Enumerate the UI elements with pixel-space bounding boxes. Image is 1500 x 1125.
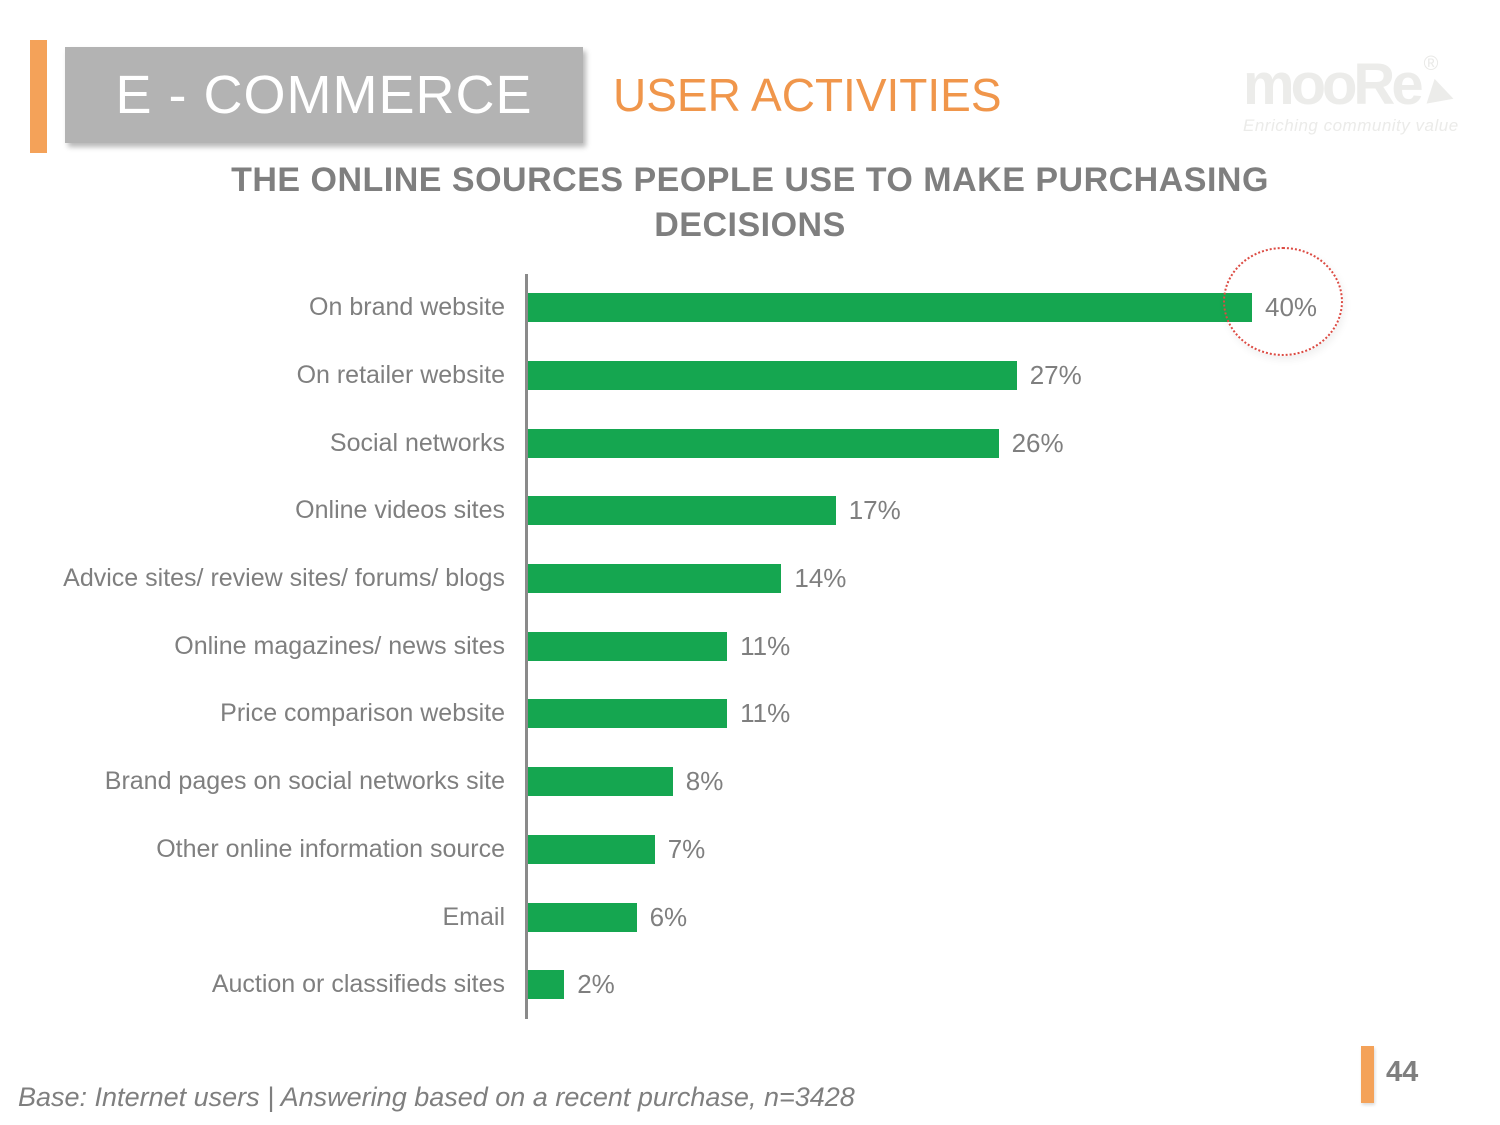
chart-row: Brand pages on social networks site 8% bbox=[0, 747, 1420, 816]
header-category-label: E - COMMERCE bbox=[115, 65, 533, 125]
page-number: 44 bbox=[1386, 1056, 1419, 1088]
logo-tagline: Enriching community value bbox=[1243, 116, 1459, 135]
header-category-box: E - COMMERCE bbox=[65, 47, 583, 143]
bar-area: 14% bbox=[525, 544, 1420, 613]
category-label: On retailer website bbox=[296, 361, 505, 390]
bar bbox=[528, 767, 673, 797]
category-label: Online magazines/ news sites bbox=[174, 631, 505, 660]
chart-row: Online magazines/ news sites 11% bbox=[0, 612, 1420, 681]
chart-row: Social networks 26% bbox=[0, 409, 1420, 478]
category-label: Social networks bbox=[329, 428, 505, 457]
chart-row: Auction or classifieds sites 2% bbox=[0, 950, 1420, 1019]
chart-row: On brand website 40% bbox=[0, 274, 1420, 342]
bar bbox=[528, 970, 565, 1000]
category-label: Advice sites/ review sites/ forums/ blog… bbox=[63, 564, 505, 593]
chart-row: Online videos sites 17% bbox=[0, 477, 1420, 545]
bar bbox=[528, 902, 637, 932]
bar bbox=[528, 428, 999, 458]
logo-wordmark: mooRe bbox=[1243, 52, 1424, 117]
category-label: Auction or classifieds sites bbox=[211, 970, 505, 999]
highlight-circle bbox=[1223, 247, 1343, 356]
bar-area: 2% bbox=[525, 950, 1420, 1019]
value-label: 26% bbox=[1011, 427, 1064, 458]
bar bbox=[528, 699, 728, 729]
bar-area: 11% bbox=[525, 612, 1420, 681]
bar-area: 11% bbox=[525, 680, 1420, 748]
category-label: Online videos sites bbox=[295, 496, 505, 525]
value-label: 7% bbox=[667, 833, 706, 864]
bar bbox=[528, 564, 782, 594]
registered-trademark-icon: ® bbox=[1423, 53, 1439, 75]
bar-area: 27% bbox=[525, 341, 1420, 410]
chart-row: Email 6% bbox=[0, 883, 1420, 951]
bar bbox=[528, 293, 1252, 323]
value-label: 11% bbox=[740, 630, 791, 661]
bar-area: 7% bbox=[525, 815, 1420, 884]
bar-area: 17% bbox=[525, 477, 1420, 545]
value-label: 2% bbox=[577, 969, 615, 1000]
bar bbox=[528, 361, 1017, 391]
category-label: On brand website bbox=[309, 293, 505, 322]
bar-chart: On brand website 40% On retailer website 27… bbox=[0, 274, 1420, 1019]
category-label: Price comparison website bbox=[220, 699, 505, 728]
logo-arrow-icon bbox=[1426, 78, 1458, 112]
bar bbox=[528, 631, 728, 661]
moore-logo: mooRe ® Enriching community value bbox=[1243, 52, 1483, 135]
page-number-accent-bar bbox=[1361, 1046, 1374, 1103]
value-label: 6% bbox=[649, 901, 688, 932]
chart-title: THE ONLINE SOURCES PEOPLE USE TO MAKE PU… bbox=[231, 161, 1269, 244]
chart-row: Other online information source 7% bbox=[0, 815, 1420, 884]
value-label: 17% bbox=[848, 495, 901, 526]
logo-row: mooRe ® bbox=[1243, 52, 1483, 117]
value-label: 14% bbox=[794, 563, 847, 594]
header-section-label: USER ACTIVITIES bbox=[613, 69, 1002, 121]
bar-area: 8% bbox=[525, 747, 1420, 816]
category-label: Email bbox=[442, 902, 505, 931]
value-label: 11% bbox=[740, 698, 791, 729]
base-note: Base: Internet users | Answering based o… bbox=[18, 1082, 855, 1112]
category-label: Brand pages on social networks site bbox=[104, 767, 505, 796]
accent-bar bbox=[30, 40, 47, 153]
chart-row: Price comparison website 11% bbox=[0, 680, 1420, 748]
chart-row: Advice sites/ review sites/ forums/ blog… bbox=[0, 544, 1420, 613]
value-label: 27% bbox=[1029, 360, 1082, 391]
bar-area: 6% bbox=[525, 883, 1420, 951]
bar-area: 26% bbox=[525, 409, 1420, 478]
chart-row: On retailer website 27% bbox=[0, 341, 1420, 410]
bar bbox=[528, 496, 836, 526]
value-label: 8% bbox=[685, 766, 724, 797]
bar bbox=[528, 834, 655, 864]
category-label: Other online information source bbox=[156, 834, 505, 863]
